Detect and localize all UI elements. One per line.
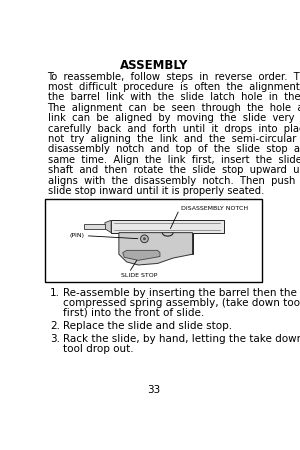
Text: disassembly  notch  and  top  of  the  slide  stop  at  the: disassembly notch and top of the slide s…	[48, 144, 300, 154]
Text: compressed spring assembly, (take down tool: compressed spring assembly, (take down t…	[63, 298, 300, 308]
Text: slide stop inward until it is properly seated.: slide stop inward until it is properly s…	[48, 186, 264, 196]
Polygon shape	[105, 220, 111, 233]
Text: Replace the slide and slide stop.: Replace the slide and slide stop.	[63, 321, 232, 331]
Text: carefully  back  and  forth  until  it  drops  into  place  Do: carefully back and forth until it drops …	[48, 124, 300, 134]
Text: shaft  and  then  rotate  the  slide  stop  upward  until  it: shaft and then rotate the slide stop upw…	[48, 165, 300, 175]
Text: link  can  be  aligned  by  moving  the  slide  very: link can be aligned by moving the slide …	[48, 113, 294, 123]
Text: DISASSEMBLY NOTCH: DISASSEMBLY NOTCH	[181, 206, 248, 211]
FancyBboxPatch shape	[45, 199, 262, 282]
Text: To  reassemble,  follow  steps  in  reverse  order.  The: To reassemble, follow steps in reverse o…	[48, 72, 300, 82]
FancyBboxPatch shape	[84, 224, 105, 229]
Text: 33: 33	[147, 385, 160, 395]
Text: the  barrel  link  with  the  slide  latch  hole  in  the  frame.: the barrel link with the slide latch hol…	[48, 93, 300, 103]
Text: not  try  aligning  the  link  and  the  semi-circular: not try aligning the link and the semi-c…	[48, 134, 296, 144]
Polygon shape	[119, 233, 193, 265]
Text: SLIDE STOP: SLIDE STOP	[121, 273, 158, 278]
FancyBboxPatch shape	[111, 220, 224, 233]
FancyBboxPatch shape	[119, 233, 193, 254]
Polygon shape	[123, 250, 160, 261]
Text: first) into the front of slide.: first) into the front of slide.	[63, 307, 204, 317]
Text: 1.: 1.	[50, 288, 60, 298]
Text: aligns  with  the  disassembly  notch.  Then  push  the: aligns with the disassembly notch. Then …	[48, 176, 300, 186]
Text: Rack the slide, by hand, letting the take down: Rack the slide, by hand, letting the tak…	[63, 334, 300, 344]
Text: Re-assemble by inserting the barrel then the: Re-assemble by inserting the barrel then…	[63, 288, 297, 298]
Text: tool drop out.: tool drop out.	[63, 344, 134, 354]
Circle shape	[143, 238, 146, 240]
Circle shape	[141, 235, 148, 243]
Text: same  time.  Align  the  link  first,  insert  the  slide  stop: same time. Align the link first, insert …	[48, 155, 300, 165]
Text: most  difficult  procedure  is  often  the  alignment  of: most difficult procedure is often the al…	[48, 82, 300, 92]
Text: (PIN): (PIN)	[69, 233, 84, 238]
Text: The  alignment  can  be  seen  through  the  hole  and: The alignment can be seen through the ho…	[48, 103, 300, 113]
Text: 3.: 3.	[50, 334, 60, 344]
Text: ASSEMBLY: ASSEMBLY	[120, 59, 188, 72]
Text: 2.: 2.	[50, 321, 60, 331]
